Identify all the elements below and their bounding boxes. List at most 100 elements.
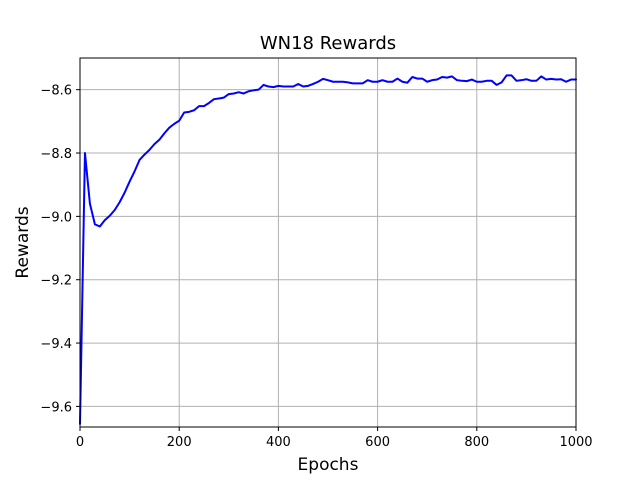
data-point [570,78,572,81]
data-point [545,78,547,81]
data-point [396,77,399,80]
data-point [362,82,364,84]
data-point [357,82,359,84]
data-point [466,80,468,82]
plot-frame [79,57,577,428]
data-point [441,76,443,78]
x-tick-label: 800 [464,435,489,450]
data-point [411,76,413,78]
data-point [476,81,478,83]
data-point [505,74,508,77]
data-point [267,85,270,88]
data-point [327,79,329,81]
y-axis-label: Rewards [13,206,33,278]
data-point [317,81,319,83]
data-point [148,149,151,151]
y-tick-label: −8.6 [40,84,72,99]
data-point [486,80,488,82]
data-point [282,85,284,88]
data-point [89,203,91,205]
data-point [461,80,463,82]
data-point [496,84,498,86]
data-point [421,77,423,80]
data-point [406,82,408,84]
data-point [99,225,101,228]
data-point [228,93,230,95]
data-point [565,81,567,83]
data-point [377,81,379,83]
data-point [312,83,314,85]
data-point [248,90,250,92]
data-point [451,75,453,77]
data-point [158,139,160,141]
data-point [104,219,106,221]
data-point [198,105,200,107]
data-point [510,74,513,77]
data-point [337,81,339,83]
data-point [114,209,116,211]
data-point [471,78,473,81]
data-point [223,96,225,99]
y-tick-label: −8.8 [40,147,72,162]
data-point [133,170,136,172]
series-line-rewards [79,74,577,425]
x-tick-label: 200 [167,435,192,450]
data-point [208,102,210,104]
data-point [446,77,448,79]
data-point [520,79,523,81]
data-point [525,78,528,80]
data-point [292,85,294,88]
data-point [332,81,334,83]
data-point [257,89,260,91]
data-point [143,154,146,156]
data-point [188,111,190,113]
data-point [178,120,180,122]
data-point [193,109,195,111]
data-point [183,111,185,114]
data-point [540,75,542,77]
data-point [153,143,155,145]
data-point [436,78,438,81]
grid [79,58,577,427]
data-point [302,85,304,88]
y-tick-label: −9.2 [40,274,72,289]
data-point [550,78,552,80]
data-point [386,81,389,83]
data-point [287,85,289,88]
data-point [213,98,215,100]
data-point [416,77,418,80]
data-point [94,223,96,225]
data-point [173,123,175,125]
data-point [243,92,245,95]
data-point [138,159,141,161]
data-point [560,78,562,80]
chart-title: WN18 Rewards [260,33,396,54]
data-point [431,79,433,81]
data-point [555,78,557,81]
y-tick-label: −9.4 [40,337,72,352]
data-point [322,78,324,80]
data-point [238,91,240,93]
data-point [163,132,165,134]
x-axis-label: Epochs [298,455,359,475]
data-point [218,97,220,100]
x-tick-label: 600 [365,435,390,450]
data-point [262,84,265,86]
data-point [391,81,394,83]
data-point [129,180,131,183]
x-tick-label: 400 [266,435,291,450]
ticks: 0 200 400 600 800 1000 −9.6 −9.4 −9.2 −9.0 −8.8 −8.… [40,84,592,450]
data-point [352,82,354,84]
data-point [367,79,369,81]
data-point [124,192,126,194]
series-layer [79,74,577,425]
data-point [426,81,428,83]
data-point [491,80,493,82]
data-point [515,80,518,82]
data-point [481,81,483,83]
data-point [535,80,537,82]
y-tick-label: −9.6 [40,400,72,415]
data-point [381,79,384,81]
data-point [168,127,170,129]
